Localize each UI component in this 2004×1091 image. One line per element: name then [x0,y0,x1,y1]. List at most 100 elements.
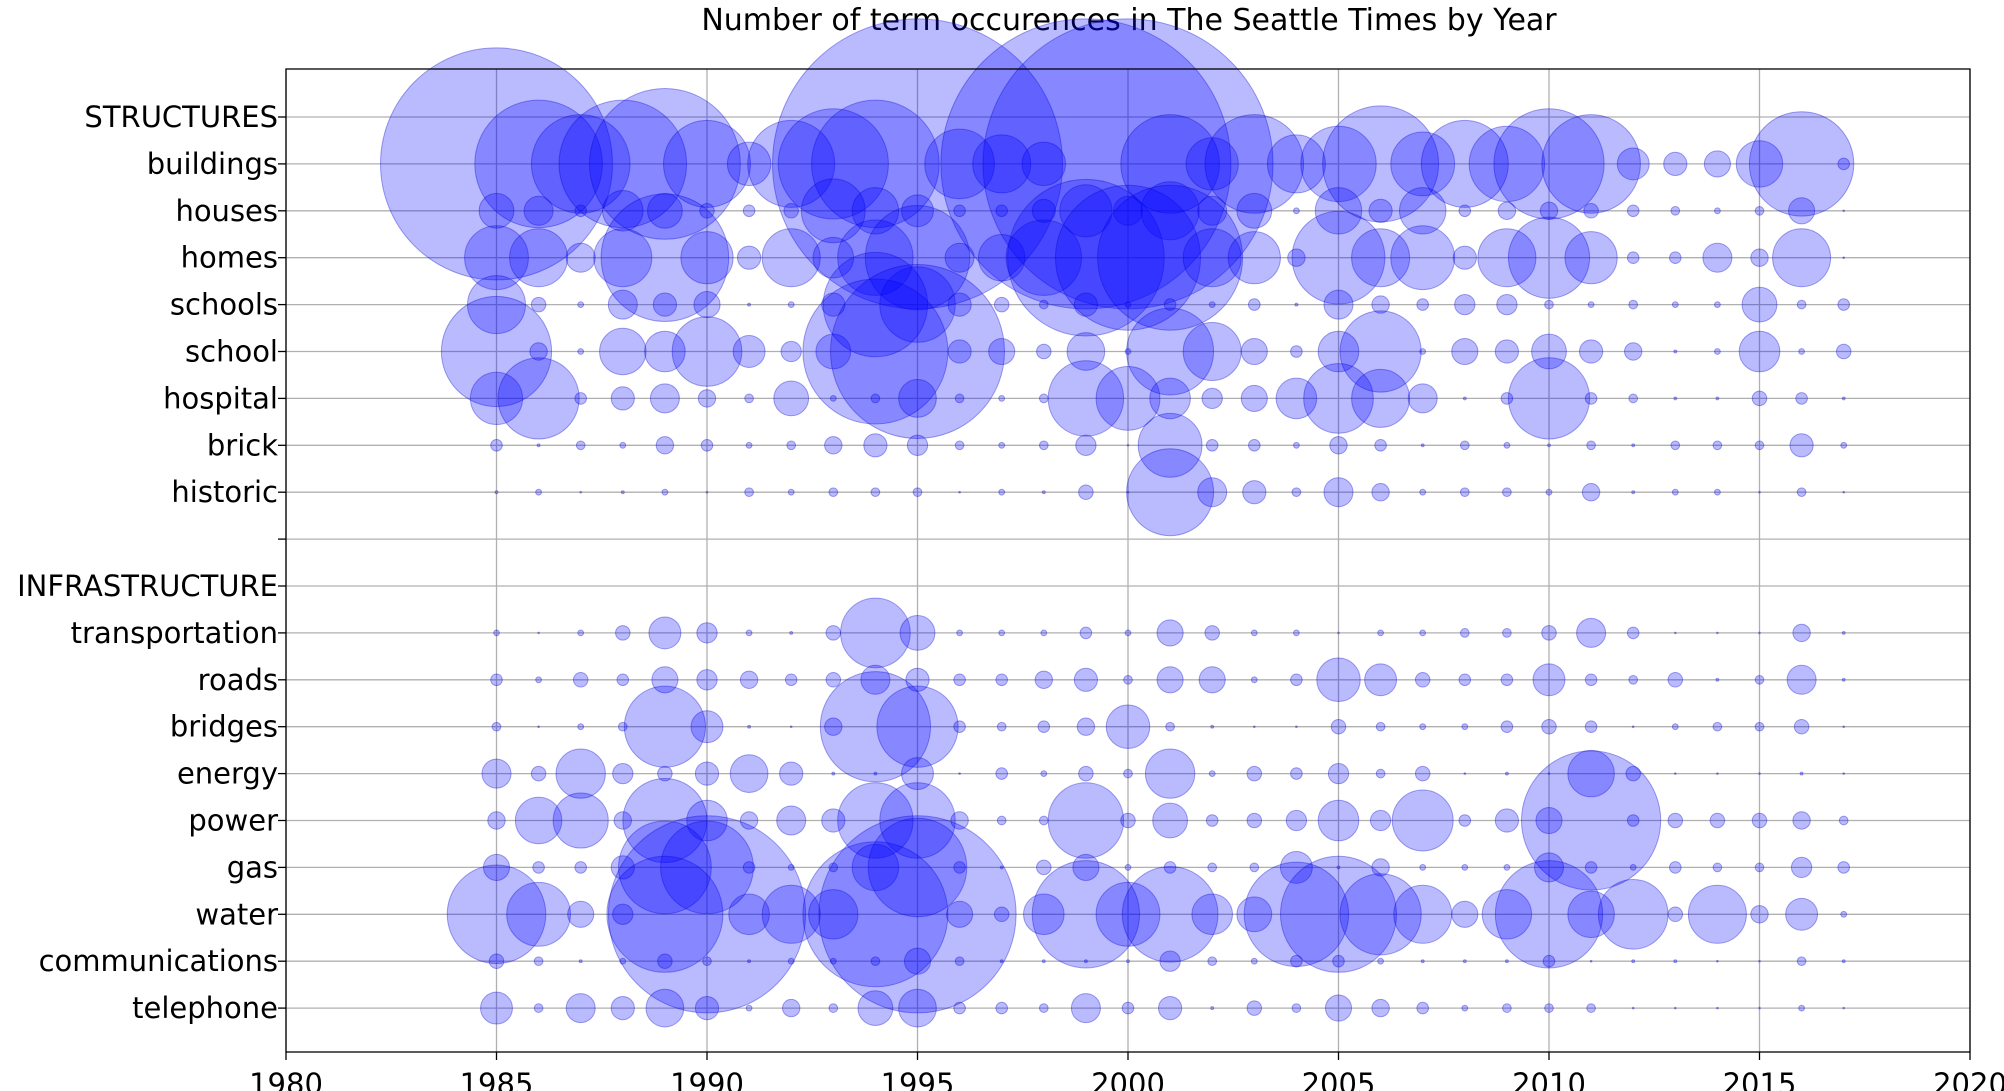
bubble-brick-1990 [700,439,714,452]
bubble-houses-2008 [1458,204,1472,218]
bubble-bridges-2001 [1165,721,1175,732]
bubble-water-1999 [1031,860,1141,969]
bubble-school-1996 [947,339,972,364]
bubble-roads-2001 [1156,666,1184,694]
bubble-homes-1995 [864,205,971,311]
y-category-label: communications [39,944,278,978]
bubble-power-1988 [613,811,632,830]
bubble-roads-1990 [696,669,718,691]
bubble-communications-2009 [1504,959,1509,964]
bubble-telephone-2003 [1246,1000,1263,1016]
bubble-roads-1991 [739,670,759,689]
bubble-school-1989 [644,330,686,373]
bubble-homes-2007 [1390,225,1456,291]
bubble-brick-1998 [1038,440,1049,451]
bubble-transportation-1989 [648,616,682,650]
bubble-houses-2015 [1754,205,1765,216]
bubble-communications-1987 [578,959,583,964]
bubble-energy-1991 [729,754,769,793]
bubble-power-2009 [1494,808,1520,833]
bubble-schools-1995 [879,266,956,343]
bubble-school-2001 [1126,307,1215,396]
bubble-roads-1989 [651,666,679,694]
bubble-buildings-2012 [1616,147,1650,181]
bubble-roads-2011 [1584,673,1598,687]
x-tick-label: 2010 [1512,1067,1586,1091]
bubble-energy-1985 [481,758,512,789]
bubble-homes-1991 [737,245,762,270]
bubble-energy-2017 [1842,772,1845,775]
bubble-schools-2016 [1796,299,1807,310]
bubble-bridges-2014 [1712,721,1723,732]
bubble-power-2016 [1792,811,1811,830]
bubble-schools-1991 [747,302,752,307]
bubble-buildings-2009 [1468,125,1546,203]
y-category-label: gas [227,850,278,884]
bubble-houses-2014 [1714,207,1721,215]
bubble-school-2004 [1290,345,1303,358]
bubble-power-2004 [1285,809,1308,832]
bubble-communications-1995 [903,947,932,975]
bubble-bridges-1996 [953,720,966,734]
bubble-historic-2017 [1842,490,1845,494]
bubble-water-2005 [1280,855,1397,973]
bubble-telephone-1985 [480,991,513,1025]
bubble-water-1996 [946,900,974,928]
bubble-communications-2008 [1462,959,1467,964]
bubble-brick-2014 [1712,440,1723,451]
bubble-schools-2014 [1714,301,1721,309]
bubble-buildings-1991 [726,141,772,187]
bubble-brick-2011 [1586,440,1596,451]
bubble-bridges-2010 [1541,718,1557,735]
bubble-schools-1988 [607,289,638,320]
bubble-power-1987 [552,792,609,849]
bubble-hospital-1993 [829,395,837,402]
bubble-water-2016 [1785,897,1819,931]
bubble-energy-2003 [1246,765,1263,782]
bubble-bridges-2004 [1295,725,1298,729]
bubble-brick-2008 [1459,440,1470,451]
bubble-power-1991 [739,811,759,830]
bubble-homes-2009 [1477,228,1537,288]
chart-title: Number of term occurences in The Seattle… [701,3,1557,38]
bubble-brick-1991 [745,441,753,449]
bubble-brick-1988 [619,441,627,449]
bubble-roads-2004 [1290,673,1303,687]
bubble-brick-1993 [824,436,843,455]
bubble-buildings-2008 [1420,119,1509,208]
bubble-roads-2008 [1458,673,1472,687]
bubble-gas-2010 [1534,852,1564,883]
bubble-historic-2004 [1291,487,1302,498]
bubble-transportation-1995 [899,615,936,651]
bubble-bridges-1989 [623,685,707,768]
bubble-communications-1988 [619,957,627,965]
bubble-bridges-1994 [819,671,932,783]
bubble-energy-2001 [1144,748,1196,799]
bubble-roads-2010 [1532,663,1566,697]
bubble-transportation-1993 [825,625,842,641]
bubble-historic-1989 [661,488,669,496]
bubble-school-2016 [1798,348,1805,355]
bubble-homes-2003 [1227,231,1281,285]
bubble-roads-1994 [860,664,891,695]
bubble-transportation-1997 [998,629,1006,637]
bubble-homes-2006 [1351,228,1411,288]
bubble-school-1985 [440,295,553,408]
bubble-buildings-1992 [747,119,836,208]
bubble-historic-2006 [1371,483,1390,502]
bubble-water-2009 [1481,889,1533,940]
bubble-power-2007 [1391,789,1454,852]
bubble-schools-2010 [1544,299,1554,310]
y-category-label: telephone [132,991,278,1025]
bubble-schools-2002 [1208,301,1216,309]
bubble-gas-2015 [1754,862,1765,873]
bubble-transportation-1990 [696,622,718,644]
bubble-buildings-2016 [1748,111,1855,217]
bubble-historic-2012 [1631,490,1636,495]
bubble-energy-1992 [779,761,804,786]
bubble-water-1990 [607,815,807,1014]
bubble-homes-2016 [1772,228,1832,288]
bubble-hospital-2017 [1841,396,1846,401]
bubble-homes-1987 [565,242,596,273]
bubble-buildings-1999 [940,18,1232,310]
